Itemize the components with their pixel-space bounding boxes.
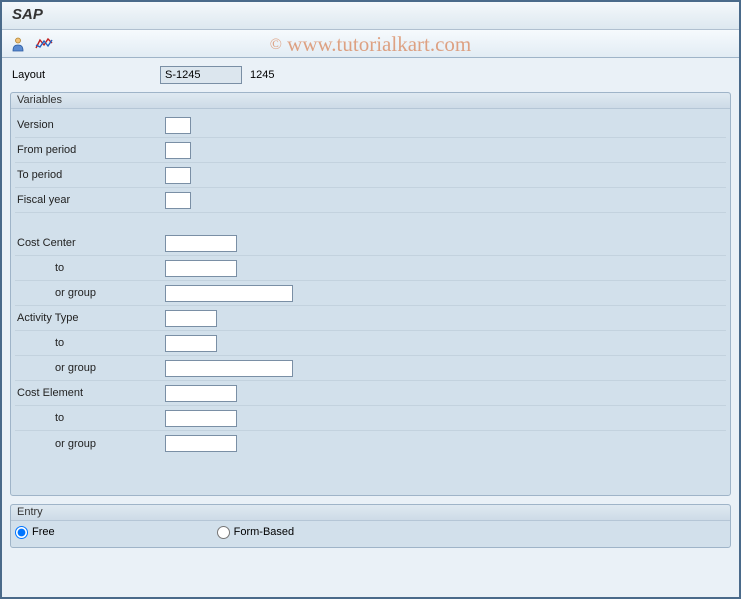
cost-element-label: Cost Element: [15, 387, 165, 399]
cost-center-group-input[interactable]: [165, 285, 293, 302]
to-period-label: To period: [15, 169, 165, 181]
cost-element-to-label: to: [15, 412, 165, 424]
cost-center-input[interactable]: [165, 235, 237, 252]
entry-body: Free Form-Based: [11, 521, 730, 547]
to-period-row: To period: [15, 163, 726, 188]
activity-type-to-label: to: [15, 337, 165, 349]
layout-label: Layout: [10, 69, 160, 81]
chart-icon[interactable]: [34, 34, 54, 54]
app-title: SAP: [12, 6, 43, 23]
activity-type-to-input[interactable]: [165, 335, 217, 352]
activity-type-group-label: or group: [15, 362, 165, 374]
cost-element-input[interactable]: [165, 385, 237, 402]
layout-value-box[interactable]: S-1245: [160, 66, 242, 84]
cost-element-group-row: or group: [15, 431, 726, 456]
layout-row: Layout S-1245 1245: [10, 64, 731, 86]
activity-type-row: Activity Type: [15, 306, 726, 331]
cost-element-group-input[interactable]: [165, 435, 237, 452]
cost-element-group-label: or group: [15, 438, 165, 450]
from-period-row: From period: [15, 138, 726, 163]
cost-center-to-label: to: [15, 262, 165, 274]
cost-center-group-label: or group: [15, 287, 165, 299]
entry-form-radio[interactable]: Form-Based: [217, 526, 295, 539]
content-area: Layout S-1245 1245 Variables Version Fro…: [2, 58, 739, 562]
activity-type-to-row: to: [15, 331, 726, 356]
version-label: Version: [15, 119, 165, 131]
to-period-input[interactable]: [165, 167, 191, 184]
activity-type-group-row: or group: [15, 356, 726, 381]
variables-body: Version From period To period Fiscal yea…: [11, 109, 730, 495]
entry-group: Entry Free Form-Based: [10, 504, 731, 548]
cost-center-to-input[interactable]: [165, 260, 237, 277]
cost-element-row: Cost Element: [15, 381, 726, 406]
toolbar: [2, 30, 739, 58]
fiscal-year-input[interactable]: [165, 192, 191, 209]
cost-center-row: Cost Center: [15, 231, 726, 256]
entry-free-label: Free: [32, 526, 55, 538]
version-input[interactable]: [165, 117, 191, 134]
app-window: SAP © www.tutorialkart.com Layout S-1245…: [0, 0, 741, 599]
activity-type-input[interactable]: [165, 310, 217, 327]
entry-form-radio-input[interactable]: [217, 526, 230, 539]
spacer: [15, 213, 726, 231]
title-bar: SAP: [2, 2, 739, 30]
cost-center-group-row: or group: [15, 281, 726, 306]
cost-element-to-row: to: [15, 406, 726, 431]
version-row: Version: [15, 113, 726, 138]
activity-type-group-input[interactable]: [165, 360, 293, 377]
fiscal-year-row: Fiscal year: [15, 188, 726, 213]
cost-center-label: Cost Center: [15, 237, 165, 249]
activity-type-label: Activity Type: [15, 312, 165, 324]
person-icon[interactable]: [8, 34, 28, 54]
from-period-label: From period: [15, 144, 165, 156]
layout-description: 1245: [250, 69, 274, 81]
cost-center-to-row: to: [15, 256, 726, 281]
variables-group: Variables Version From period To period …: [10, 92, 731, 496]
entry-group-title: Entry: [11, 505, 730, 521]
variables-group-title: Variables: [11, 93, 730, 109]
from-period-input[interactable]: [165, 142, 191, 159]
entry-free-radio-input[interactable]: [15, 526, 28, 539]
entry-free-radio[interactable]: Free: [15, 526, 55, 539]
cost-element-to-input[interactable]: [165, 410, 237, 427]
fiscal-year-label: Fiscal year: [15, 194, 165, 206]
entry-form-label: Form-Based: [234, 526, 295, 538]
